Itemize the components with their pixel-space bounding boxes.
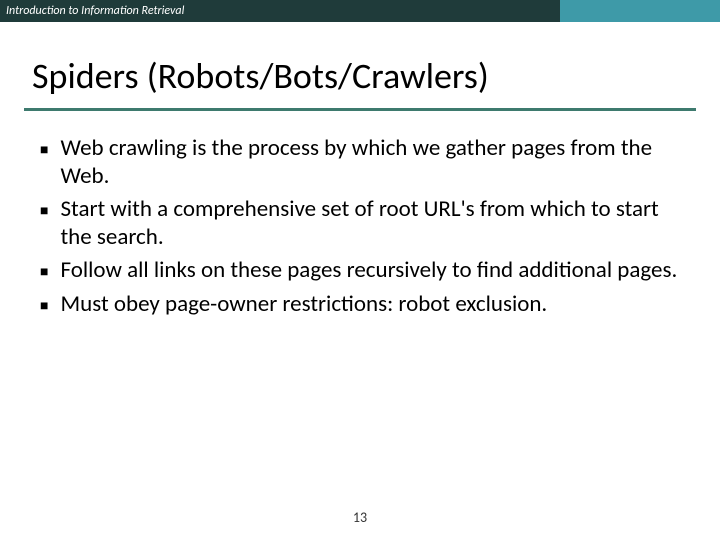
header-teal-segment xyxy=(560,0,720,22)
bullet-item: ■ Follow all links on these pages recurs… xyxy=(40,257,680,285)
bullet-text: Start with a comprehensive set of root U… xyxy=(60,196,680,251)
header-dark-segment: Introduction to Information Retrieval xyxy=(0,0,560,22)
bullet-marker-icon: ■ xyxy=(40,142,48,159)
bullet-item: ■ Web crawling is the process by which w… xyxy=(40,135,680,190)
bullet-marker-icon: ■ xyxy=(40,264,48,281)
bullet-text: Must obey page-owner restrictions: robot… xyxy=(60,291,680,319)
bullet-marker-icon: ■ xyxy=(40,298,48,315)
bullet-item: ■ Start with a comprehensive set of root… xyxy=(40,196,680,251)
header-bar: Introduction to Information Retrieval xyxy=(0,0,720,22)
bullet-item: ■ Must obey page-owner restrictions: rob… xyxy=(40,291,680,319)
bullet-text: Web crawling is the process by which we … xyxy=(60,135,680,190)
bullet-text: Follow all links on these pages recursiv… xyxy=(60,257,680,285)
slide-content: ■ Web crawling is the process by which w… xyxy=(0,111,720,319)
slide-title: Spiders (Robots/Bots/Crawlers) xyxy=(0,22,720,108)
course-title: Introduction to Information Retrieval xyxy=(6,4,184,18)
bullet-marker-icon: ■ xyxy=(40,203,48,220)
page-number: 13 xyxy=(0,509,720,526)
